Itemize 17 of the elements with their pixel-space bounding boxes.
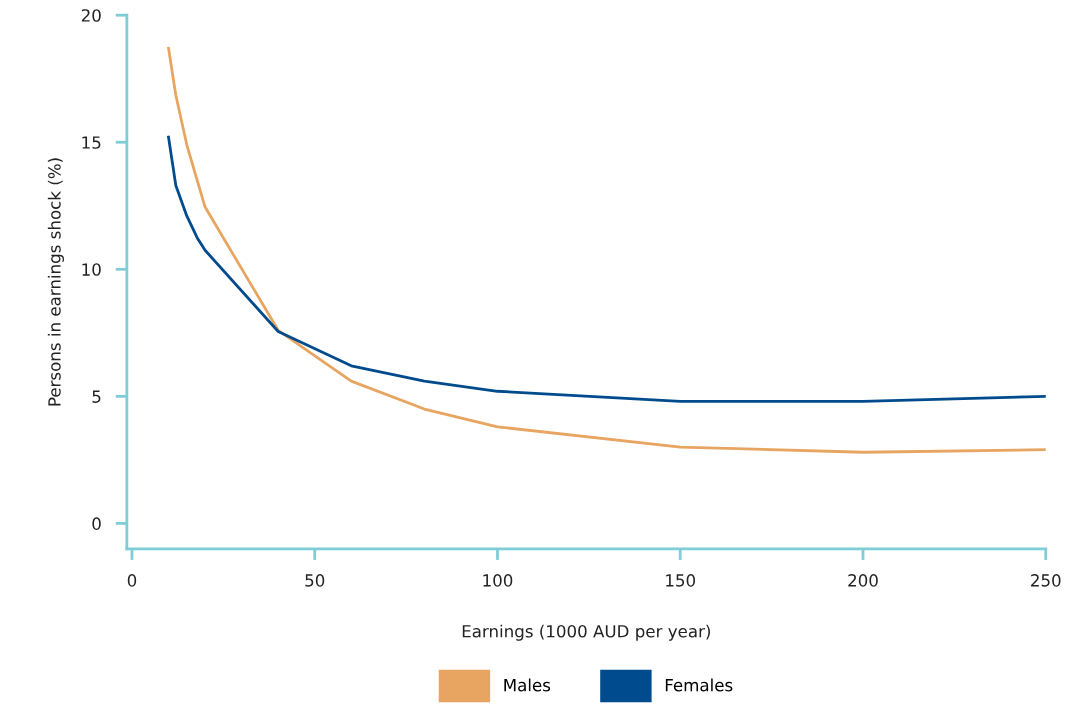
x-tick-label: 200: [848, 574, 878, 587]
x-tick-label: 150: [666, 574, 696, 587]
legend-label: Females: [665, 678, 733, 692]
x-axis-title: Earnings (1000 AUD per year): [462, 624, 710, 641]
x-tick-label: 0: [127, 574, 137, 587]
y-axis-title: Persons in earnings shock (%): [47, 158, 64, 406]
y-tick-label: 15: [82, 136, 101, 149]
y-tick-label: 20: [81, 9, 101, 22]
y-tick-label: 10: [82, 263, 101, 276]
y-tick-label: 0: [92, 517, 101, 530]
line-series: [167, 135, 1046, 403]
x-tick-label: 50: [305, 574, 325, 587]
x-tick-label: 100: [483, 574, 513, 587]
x-tick-label: 250: [1031, 574, 1061, 587]
line-series: [167, 46, 1046, 454]
legend-label: Males: [504, 678, 551, 692]
y-tick-label: 5: [92, 390, 101, 403]
